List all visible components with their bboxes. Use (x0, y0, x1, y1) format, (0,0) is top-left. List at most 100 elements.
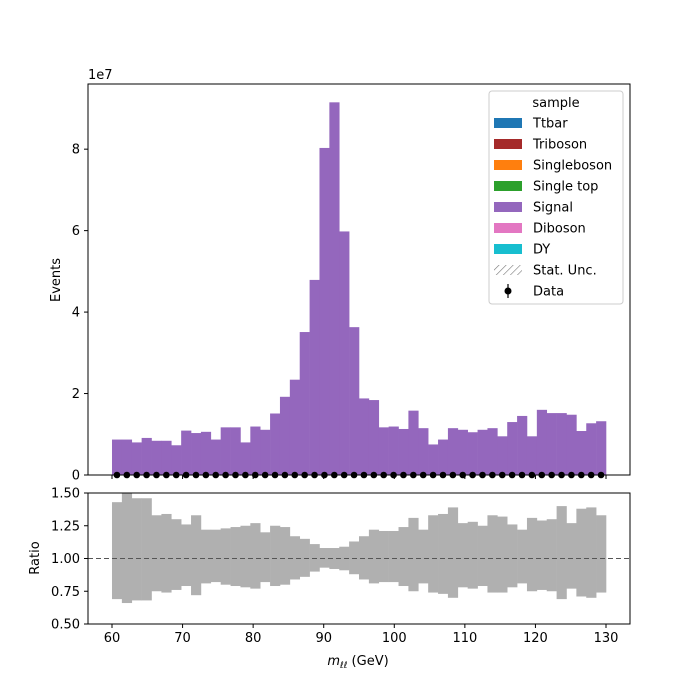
y-tick-label: 4 (72, 306, 80, 321)
histogram-bar (230, 427, 241, 475)
histogram-bar (546, 413, 557, 475)
ratio-band-bin (279, 527, 291, 585)
ratio-y-axis-label: Ratio (28, 541, 43, 574)
x-tick-label: 130 (594, 631, 619, 646)
histogram-bar (497, 436, 508, 475)
ratio-band-bin (576, 508, 587, 597)
histogram-bar (408, 410, 419, 475)
ratio-band-bin (556, 506, 567, 600)
histogram-bar (131, 442, 142, 475)
y-offset-label: 1e7 (88, 68, 113, 83)
x-tick-label: 90 (315, 631, 332, 646)
histogram-bar (191, 433, 202, 475)
histogram-bar (339, 231, 350, 475)
ratio-band-bin (151, 515, 162, 592)
main-x-ticks (111, 475, 607, 479)
ratio-band-bin (546, 519, 557, 592)
ratio-band-bin (131, 498, 142, 601)
ratio-y-ticks: 0.50 0.75 1.00 1.25 1.50 (51, 487, 88, 633)
ratio-band-bin (141, 498, 152, 601)
ratio-band-bin (309, 544, 320, 572)
legend-label: DY (533, 243, 550, 258)
ratio-band-bin (260, 532, 271, 583)
histogram-bar (368, 400, 380, 475)
ratio-band-bin (200, 529, 212, 584)
legend-swatch (494, 223, 522, 233)
ratio-band-bin (220, 528, 231, 585)
legend-label: Triboson (532, 138, 587, 153)
ratio-band-bin (270, 525, 281, 587)
ratio-band-bin (418, 529, 429, 584)
main-plot: 0 2 4 6 8 1e7 Events (49, 68, 631, 484)
histogram-bar (586, 423, 597, 475)
histogram-bar (329, 102, 340, 475)
ratio-band-bin (428, 515, 439, 593)
x-tick-label: 80 (245, 631, 262, 646)
y-tick-label: 8 (72, 143, 80, 158)
ratio-band-bin (467, 521, 478, 589)
ratio-band-bin (240, 525, 251, 588)
histogram-bar (526, 436, 538, 475)
ratio-band-bin (566, 523, 577, 589)
legend-label: Signal (533, 201, 573, 216)
ratio-band-bin (438, 513, 449, 594)
x-tick-label: 100 (382, 631, 407, 646)
y-axis-label: Events (49, 258, 64, 302)
legend-label: Singleboson (533, 159, 612, 174)
ratio-band-bin (329, 548, 340, 569)
histogram-bar (477, 429, 488, 475)
ratio-band-bin (111, 502, 123, 600)
histogram-bar (200, 431, 212, 475)
histogram-bar (210, 439, 221, 475)
x-axis-label: mℓℓ (GeV) (327, 654, 388, 671)
histogram-bar (111, 439, 123, 475)
histogram-bar (171, 445, 182, 475)
ratio-band-bin (359, 536, 370, 580)
ratio-band-bin (230, 527, 241, 587)
histogram-bar (467, 432, 478, 475)
histogram-bar (141, 437, 152, 475)
legend-label: Diboson (533, 222, 586, 237)
histogram-bar (299, 332, 310, 475)
y-tick-label: 0 (72, 469, 80, 484)
ratio-band-bin (596, 515, 607, 593)
ratio-band-bin (121, 493, 133, 604)
histogram-bar (121, 439, 133, 475)
histogram-bar (359, 398, 370, 475)
legend-marker (504, 287, 512, 295)
histogram-bar (161, 440, 172, 475)
ratio-band-bin (210, 529, 221, 583)
histogram-bar (388, 426, 399, 475)
histogram-bar (151, 440, 162, 475)
ratio-x-ticks: 60 70 80 90 100 110 120 130 (104, 624, 619, 646)
histogram-bar (349, 327, 360, 475)
histogram-bar (438, 439, 449, 475)
legend-label: Stat. Unc. (533, 264, 597, 279)
ratio-uncertainty-band (111, 493, 607, 604)
histogram-bar (289, 379, 301, 475)
ratio-band-bin (447, 507, 459, 598)
ratio-band-bin (161, 513, 172, 593)
ratio-band-bin (408, 517, 419, 592)
ratio-band-bin (517, 529, 528, 584)
ratio-band-bin (457, 523, 468, 588)
legend-title: sample (532, 96, 579, 111)
histogram-bar (319, 147, 330, 475)
ratio-band-bin (349, 541, 360, 575)
ratio-band-bin (319, 548, 330, 568)
histogram-bar (556, 413, 567, 475)
histogram-bar (536, 409, 548, 475)
main-axes-frame (87, 83, 631, 476)
ratio-band-bin (388, 530, 399, 583)
legend-swatch (494, 118, 522, 128)
ratio-band-bin (171, 519, 182, 590)
ratio-band-bin (526, 517, 538, 592)
ratio-band-bin (299, 538, 310, 577)
legend-box (488, 90, 624, 305)
histogram-bar (517, 415, 528, 475)
legend-swatch (494, 139, 522, 149)
y-tick-label: 6 (72, 224, 80, 239)
histogram-bar (240, 442, 251, 475)
histogram-bar (418, 428, 429, 475)
